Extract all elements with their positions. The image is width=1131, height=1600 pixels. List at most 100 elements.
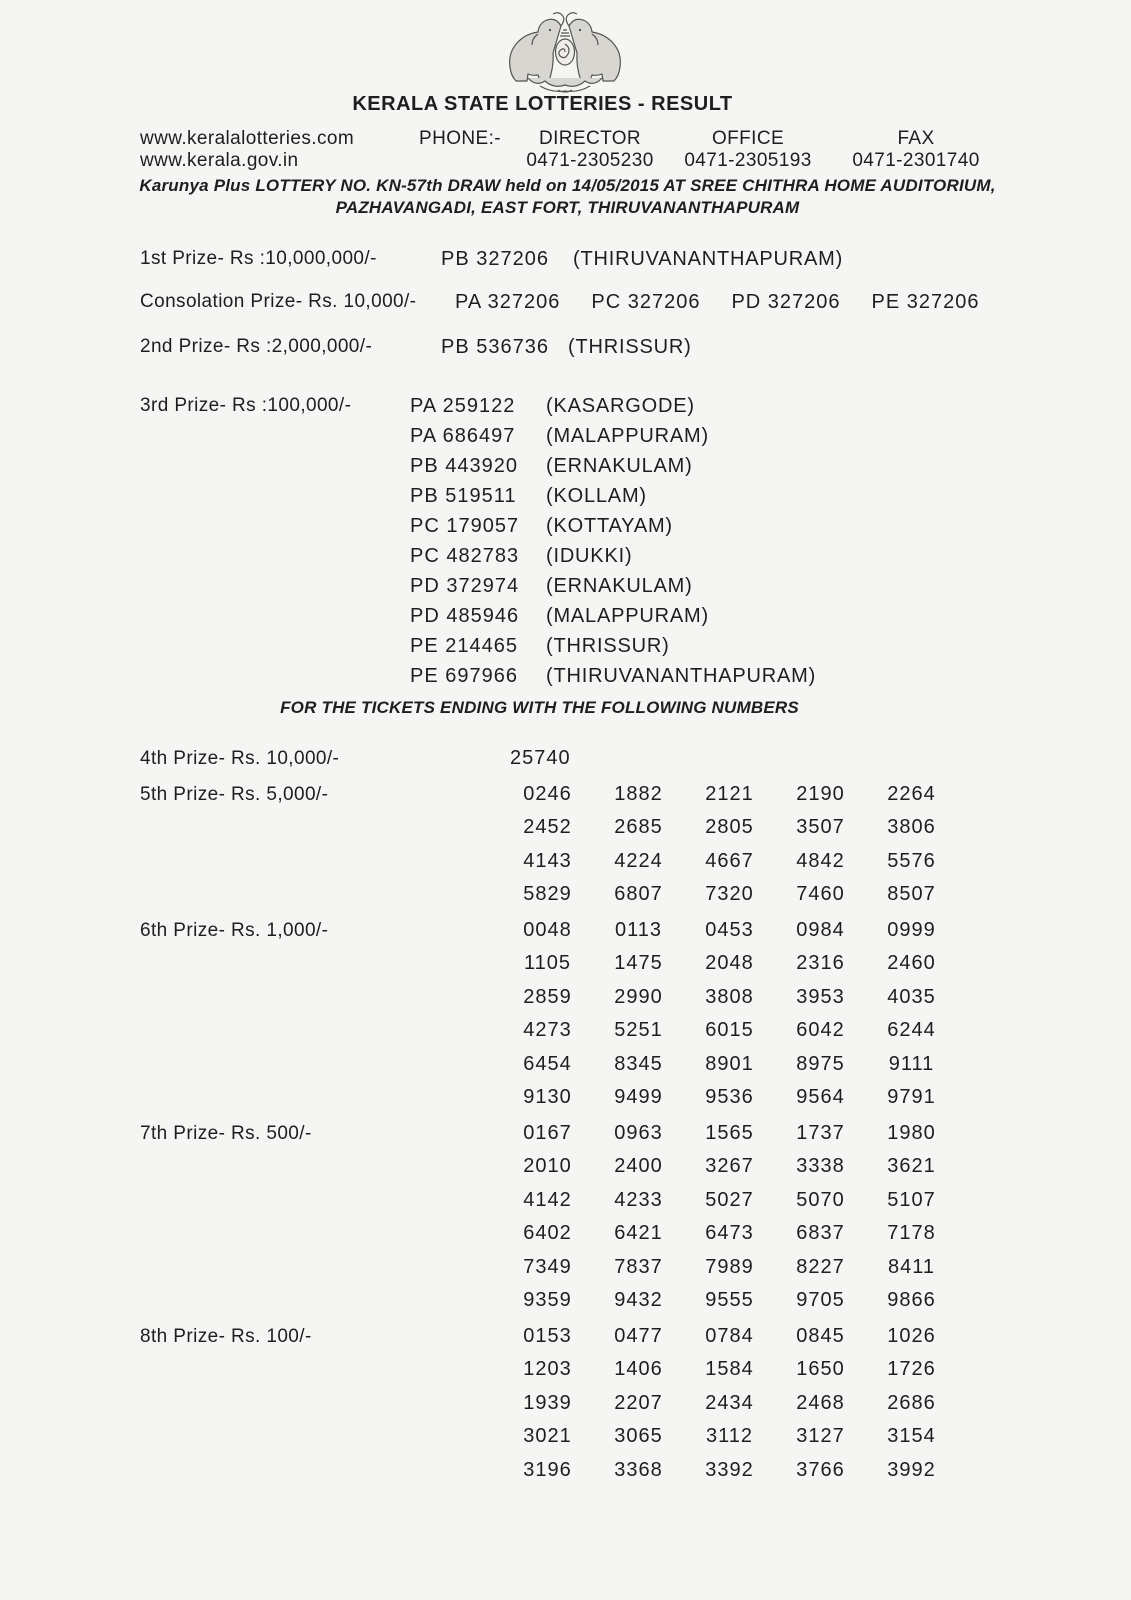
ending-number: 2207 [614,1391,663,1414]
third-prize-ticket: PB 443920 [410,455,518,477]
third-prize-district: (MALAPPURAM) [546,605,709,627]
ending-number-row: 2859 2990 3808 3953 4035 [502,981,1131,1015]
ending-number: 1105 [523,952,571,974]
ending-number-row: 25740 [502,742,1131,776]
second-prize-district: (THRISSUR) [568,336,692,358]
ending-prize-label: 8th Prize- Rs. 100/- [140,1325,312,1347]
ending-number: 1475 [614,952,663,974]
ending-number: 25740 [510,747,571,769]
ending-number: 9555 [705,1289,754,1311]
ending-number: 1650 [796,1358,845,1380]
ending-number: 9111 [888,1052,935,1075]
ending-number: 9130 [523,1086,572,1108]
ending-number: 4224 [614,849,663,872]
ending-number-row: 5829 6807 7320 7460 8507 [502,878,1131,912]
ending-number: 3338 [796,1155,845,1177]
ending-number: 6837 [796,1222,845,1244]
ending-number: 3368 [614,1458,663,1481]
draw-title-line2: PAZHAVANGADI, EAST FORT, THIRUVANANTHAPU… [335,198,800,217]
ending-prize-label: 7th Prize- Rs. 500/- [140,1122,312,1144]
consolation-ticket: PD 327206 [731,291,841,313]
ending-number: 1584 [705,1358,754,1380]
ending-number: 9866 [887,1289,936,1311]
ending-numbers-grid: 0048 0113 0453 0984 0999 1105 1475 2048 2316 2460… [502,914,1131,1115]
third-prize-winner-row: PB 519511 (KOLLAM) [410,482,816,512]
ending-number-row: 0167 0963 1565 1737 1980 [502,1117,1131,1151]
ending-number: 7178 [887,1222,936,1244]
ending-number: 0845 [796,1324,845,1347]
ending-number: 0999 [887,918,936,941]
consolation-tickets: PA 327206 PC 327206 PD 327206 PE 327206 [455,291,1011,313]
third-prize-winner-row: PC 482783 (IDUKKI) [410,542,816,572]
ending-number-row: 2452 2685 2805 3507 3806 [502,811,1131,845]
third-prize-winners: PA 259122 (KASARGODE) PA 686497 (MALAPPURAM… [410,392,816,692]
ending-number: 3127 [796,1425,845,1447]
ending-number: 0453 [705,918,754,941]
consolation-ticket: PE 327206 [871,291,980,313]
ending-number: 3507 [796,816,845,838]
ending-prize-label: 5th Prize- Rs. 5,000/- [140,783,329,805]
draw-title-line1: Karunya Plus LOTTERY NO. KN-57th DRAW he… [139,176,996,195]
ending-number: 2990 [614,985,663,1008]
consolation-prize-label: Consolation Prize- Rs. 10,000/- [140,291,417,312]
ending-prize-section: 5th Prize- Rs. 5,000/- 0246 1882 2121 2190 22… [0,778,1131,912]
ending-number: 6454 [523,1052,572,1075]
third-prize-ticket: PC 482783 [410,545,520,567]
third-prize-winner-row: PB 443920 (ERNAKULAM) [410,452,816,482]
ending-number-row: 6402 6421 6473 6837 7178 [502,1217,1131,1251]
ending-prize-section: 6th Prize- Rs. 1,000/- 0048 0113 0453 0984 09… [0,914,1131,1115]
third-prize-district: (THIRUVANANTHAPURAM) [546,665,817,687]
ending-number: 2686 [887,1391,936,1414]
ending-prize-section: 7th Prize- Rs. 500/- 0167 0963 1565 1737 1980… [0,1117,1131,1318]
third-prize-ticket: PC 179057 [410,515,520,537]
third-prize-ticket: PD 485946 [410,605,520,627]
ending-number: 3392 [705,1458,754,1481]
third-prize-ticket: PE 214465 [410,635,518,657]
third-prize-winner-row: PA 259122 (KASARGODE) [410,392,816,422]
third-prize-district: (KASARGODE) [546,395,695,417]
ending-number: 4142 [523,1188,572,1211]
ending-number: 0477 [614,1324,663,1347]
ending-number: 0153 [523,1324,572,1347]
ending-number: 3621 [887,1155,936,1177]
ending-number: 6473 [705,1222,754,1244]
ending-number: 6015 [705,1019,754,1041]
ending-numbers-grid: 25740 [502,742,1131,776]
ending-number: 2010 [523,1155,572,1177]
website-links: www.keralalotteries.com www.kerala.gov.i… [140,128,354,171]
ending-number: 2468 [796,1391,845,1414]
consolation-ticket: PA 327206 [455,291,561,313]
ending-number: 2190 [796,782,845,805]
ending-number-row: 1203 1406 1584 1650 1726 [502,1353,1131,1387]
page-title: KERALA STATE LOTTERIES - RESULT [352,93,733,115]
ending-number: 6042 [796,1019,845,1041]
ending-number: 2400 [614,1155,663,1177]
third-prize-ticket: PA 686497 [410,425,516,447]
ending-number-row: 9359 9432 9555 9705 9866 [502,1284,1131,1318]
ending-section-heading: FOR THE TICKETS ENDING WITH THE FOLLOWIN… [280,698,799,717]
third-prize-ticket: PB 519511 [410,485,517,507]
third-prize-ticket: PE 697966 [410,665,518,687]
ending-number: 4667 [705,849,754,872]
ending-number: 1737 [796,1121,845,1144]
ending-number-row: 0048 0113 0453 0984 0999 [502,914,1131,948]
ending-number: 1026 [887,1324,936,1347]
ending-number: 8507 [887,883,936,905]
ending-number: 2452 [523,816,572,838]
ending-number-row: 7349 7837 7989 8227 8411 [502,1251,1131,1285]
ending-number: 6421 [614,1222,663,1244]
ending-number: 2859 [523,985,572,1008]
ending-number: 9499 [614,1086,663,1108]
ending-number: 4842 [796,849,845,872]
ending-number: 7989 [705,1255,754,1278]
contact-office: OFFICE 0471-2305193 [658,128,838,171]
ending-number: 5829 [523,883,572,905]
ending-number: 5027 [705,1188,754,1211]
ending-number: 2805 [705,816,754,838]
third-prize-winner-row: PD 372974 (ERNAKULAM) [410,572,816,602]
ending-number: 9432 [614,1289,663,1311]
ending-number: 1726 [887,1358,936,1380]
ending-number-row: 4142 4233 5027 5070 5107 [502,1184,1131,1218]
ending-number-row: 9130 9499 9536 9564 9791 [502,1081,1131,1115]
